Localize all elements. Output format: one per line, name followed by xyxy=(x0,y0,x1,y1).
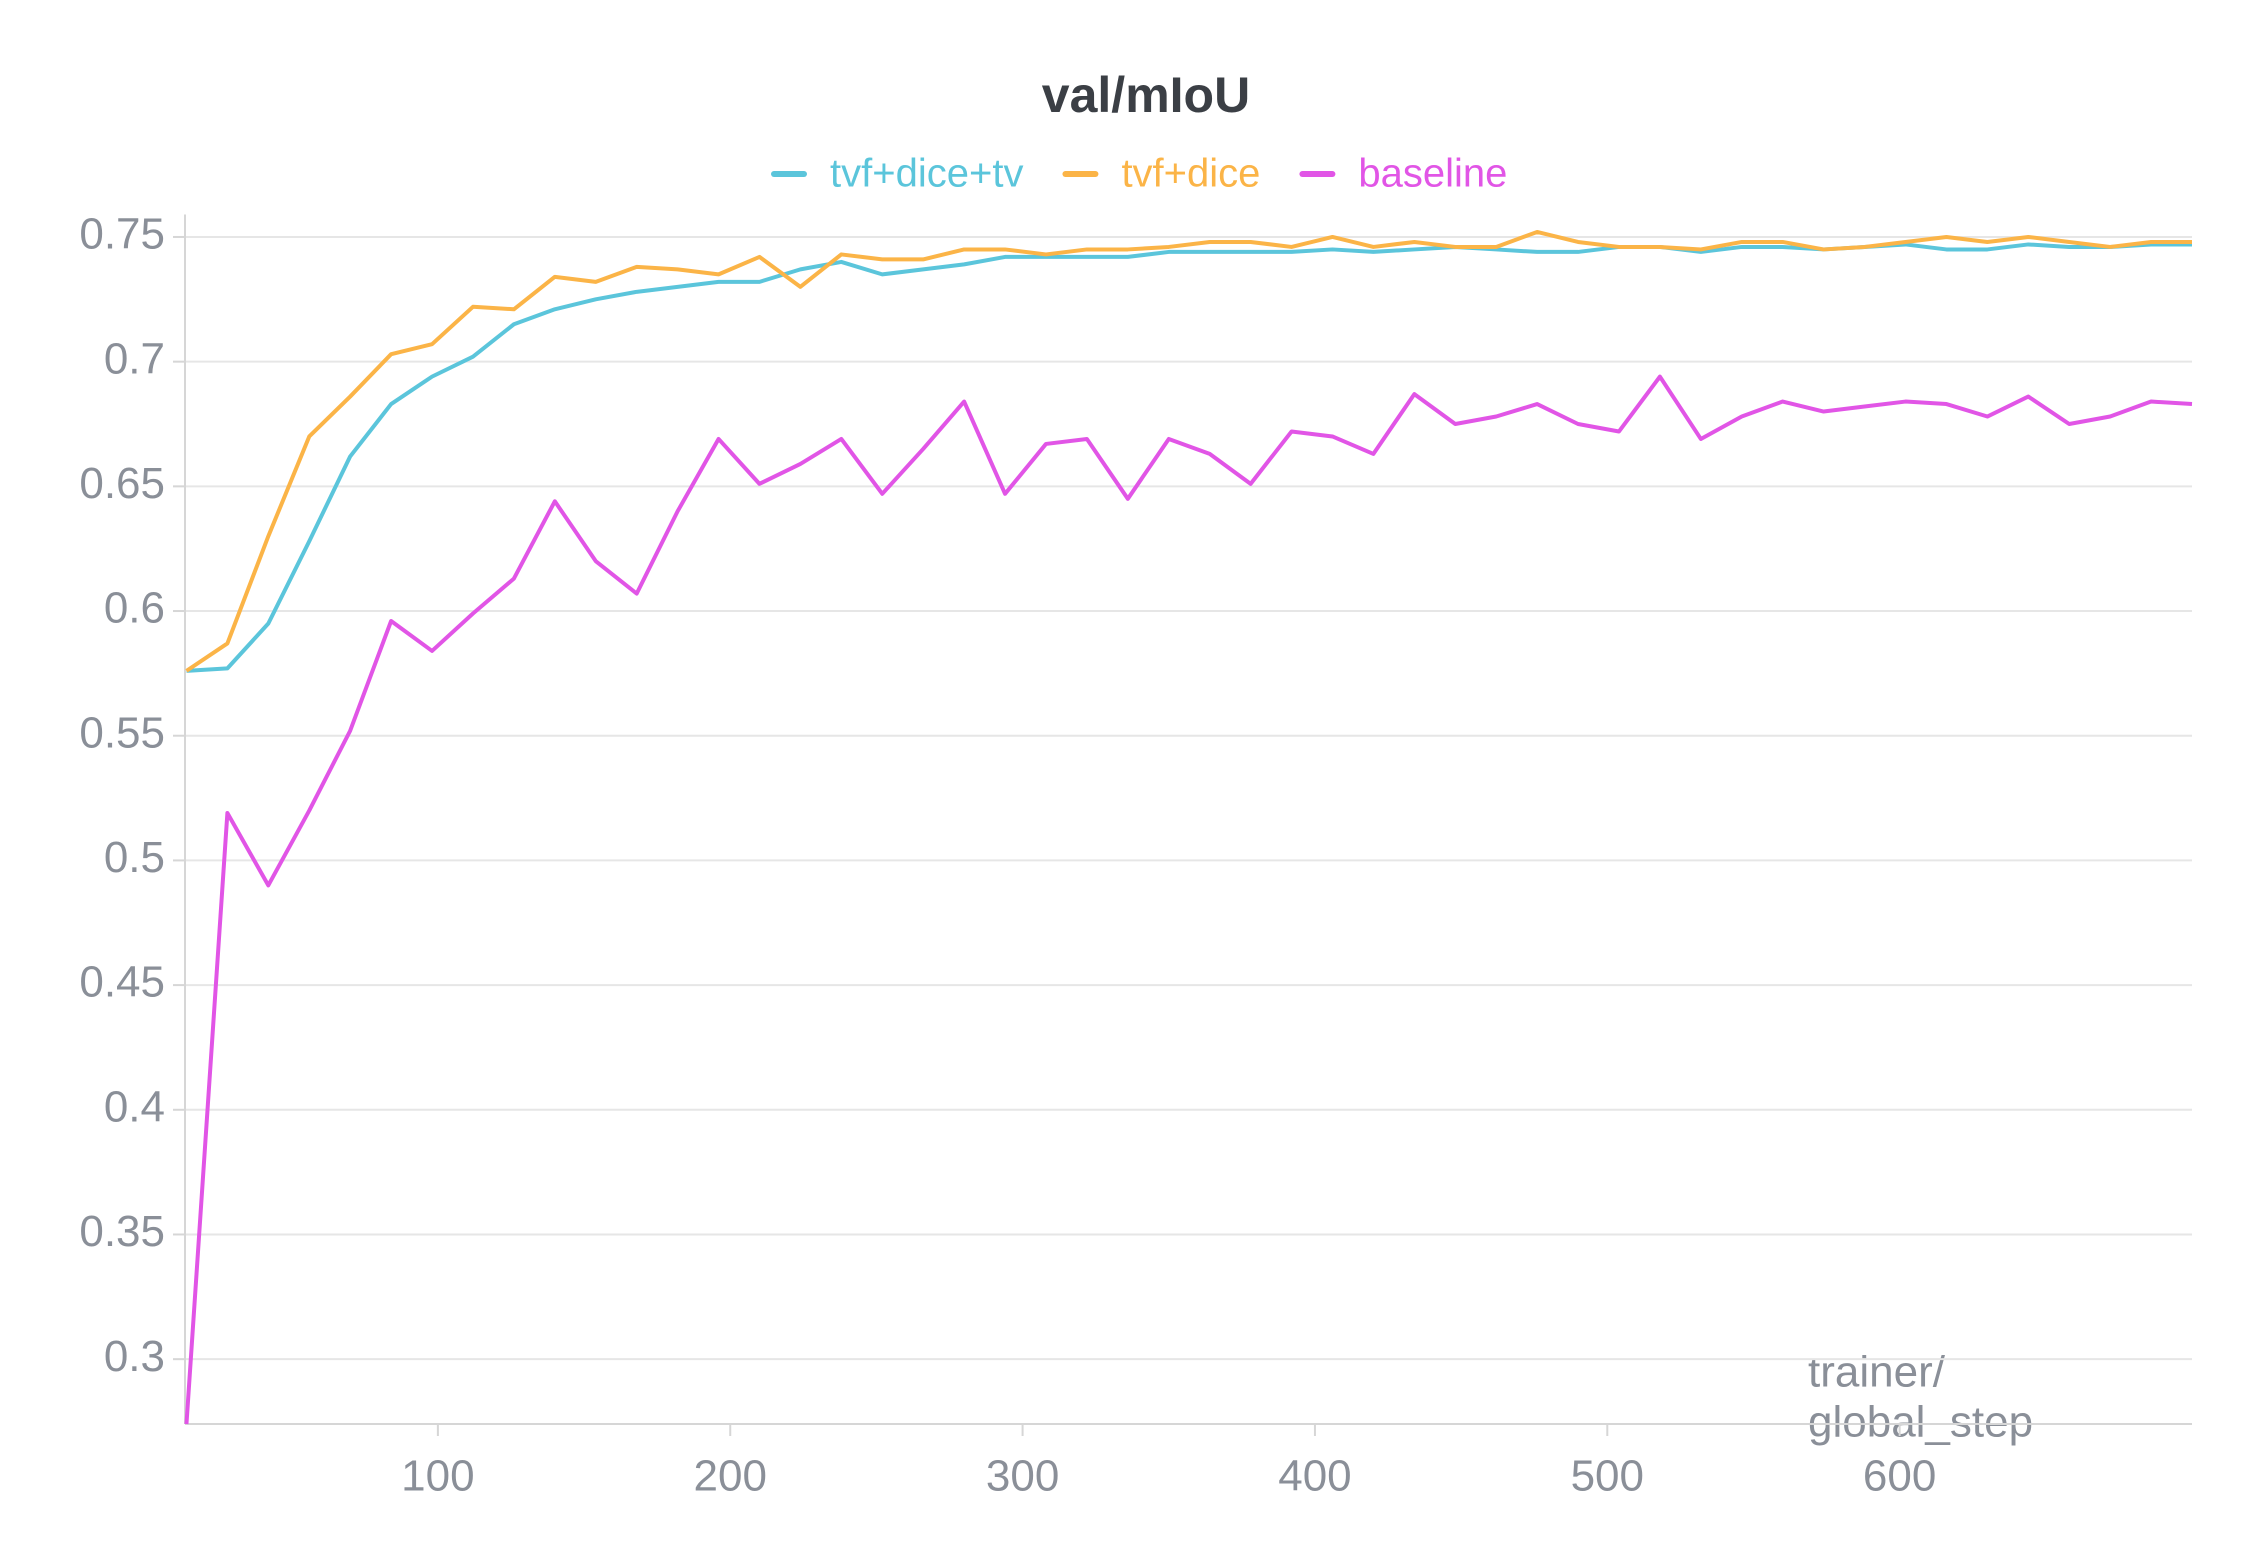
series-line xyxy=(184,374,2193,1425)
x-tick-label: 500 xyxy=(1571,1452,1644,1501)
y-tick-label: 0.75 xyxy=(79,210,165,259)
x-tick-label: 200 xyxy=(694,1452,767,1501)
chart-title: val/mIoU xyxy=(1042,67,1250,123)
legend-label: baseline xyxy=(1358,152,1507,196)
series-line xyxy=(185,229,2192,673)
x-tick-label: 400 xyxy=(1278,1452,1351,1501)
y-tick-label: 0.4 xyxy=(104,1082,165,1131)
y-tick-label: 0.7 xyxy=(104,334,165,383)
y-tick-label: 0.55 xyxy=(79,708,165,757)
y-tick-label: 0.65 xyxy=(79,459,165,508)
x-tick-label: 100 xyxy=(401,1452,474,1501)
legend-label: tvf+dice xyxy=(1121,152,1260,196)
x-tick-label: 600 xyxy=(1863,1452,1936,1501)
y-tick-label: 0.35 xyxy=(79,1207,165,1256)
y-tick-label: 0.45 xyxy=(79,958,165,1007)
y-tick-label: 0.3 xyxy=(104,1332,165,1381)
x-tick-label: 300 xyxy=(986,1452,1059,1501)
x-axis-label: global_step xyxy=(1808,1398,2033,1447)
legend-label: tvf+dice+tv xyxy=(830,152,1023,196)
y-tick-label: 0.6 xyxy=(104,584,165,633)
x-axis-label: trainer/ xyxy=(1808,1348,1946,1397)
y-tick-label: 0.5 xyxy=(104,833,165,882)
